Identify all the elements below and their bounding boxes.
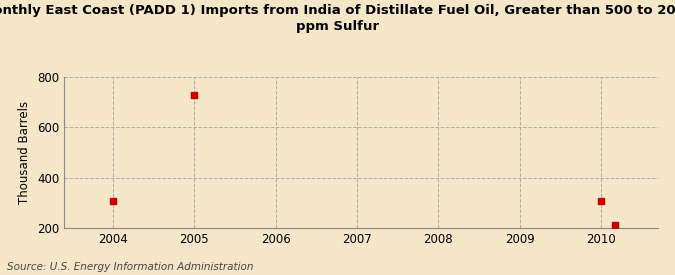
Point xyxy=(610,223,620,227)
Point xyxy=(107,199,118,203)
Y-axis label: Thousand Barrels: Thousand Barrels xyxy=(18,101,32,204)
Point xyxy=(596,199,607,203)
Text: Monthly East Coast (PADD 1) Imports from India of Distillate Fuel Oil, Greater t: Monthly East Coast (PADD 1) Imports from… xyxy=(0,4,675,33)
Text: Source: U.S. Energy Information Administration: Source: U.S. Energy Information Administ… xyxy=(7,262,253,272)
Point xyxy=(189,93,200,97)
